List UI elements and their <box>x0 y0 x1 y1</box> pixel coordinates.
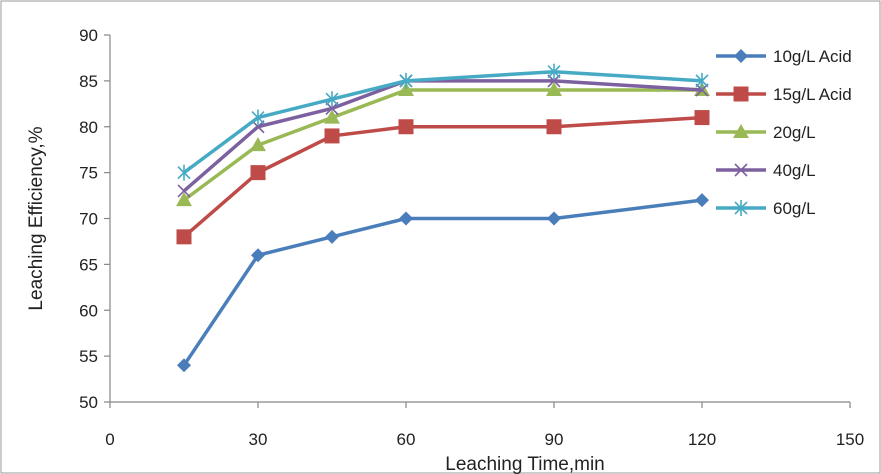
x-tick-label: 90 <box>545 430 564 449</box>
data-point <box>398 119 414 135</box>
marker-stroke <box>734 163 748 177</box>
marker-stroke <box>325 101 339 115</box>
series-line <box>182 69 703 175</box>
legend-label: 60g/L <box>773 199 816 218</box>
y-tick-label: 55 <box>79 347 98 366</box>
data-point <box>695 193 709 208</box>
data-point <box>250 137 266 152</box>
marker-stroke <box>695 83 709 97</box>
y-tick-label: 60 <box>79 301 98 320</box>
legend-label: 20g/L <box>773 123 816 142</box>
data-point <box>176 192 192 207</box>
x-tick-label: 0 <box>105 430 114 449</box>
x-tick-label: 150 <box>836 430 864 449</box>
y-tick-label: 75 <box>79 164 98 183</box>
data-point <box>324 109 340 124</box>
data-point <box>399 211 413 226</box>
legend: 10g/L Acid 15g/L Acid 20g/L 40g/L 60g/L <box>716 47 852 218</box>
data-point <box>177 358 191 373</box>
legend-label: 15g/L Acid <box>773 85 852 104</box>
series-4 <box>177 63 709 181</box>
legend-item: 40g/L <box>716 161 816 180</box>
data-point <box>399 72 413 89</box>
y-tick-label: 70 <box>79 210 98 229</box>
data-point <box>177 184 191 198</box>
legend-item: 15g/L Acid <box>716 85 852 104</box>
legend-label: 10g/L Acid <box>773 47 852 66</box>
series-line <box>182 79 703 193</box>
series-line <box>182 198 703 367</box>
series-layer <box>176 63 710 373</box>
data-point <box>251 248 265 263</box>
data-point <box>325 229 339 244</box>
y-tick-label: 80 <box>79 118 98 137</box>
data-point <box>547 74 561 88</box>
x-tick-label: 30 <box>249 430 268 449</box>
data-point <box>695 83 709 97</box>
data-point <box>547 211 561 226</box>
y-axis-title: Leaching Efficiency,% <box>26 126 47 310</box>
legend-item: 20g/L <box>716 123 816 142</box>
data-point <box>250 165 266 181</box>
series-line <box>182 88 702 202</box>
data-point <box>546 82 562 97</box>
legend-item: 60g/L <box>716 199 816 218</box>
x-tick-label: 120 <box>688 430 716 449</box>
x-axis-title: Leaching Time,min <box>445 454 604 474</box>
data-point <box>325 101 339 115</box>
legend-label: 40g/L <box>773 161 816 180</box>
series-3 <box>177 74 709 198</box>
y-tick-label: 85 <box>79 72 98 91</box>
data-point <box>251 120 265 134</box>
series-1 <box>176 110 710 245</box>
series-line <box>182 115 703 239</box>
marker-stroke <box>547 74 561 88</box>
legend-marker <box>733 86 749 102</box>
data-point <box>176 229 192 245</box>
legend-marker <box>734 163 748 177</box>
data-point <box>547 63 561 80</box>
y-tick-label: 90 <box>79 26 98 45</box>
data-point <box>695 72 709 89</box>
series-0 <box>177 193 709 373</box>
legend-marker <box>733 124 749 138</box>
data-point <box>546 119 562 135</box>
data-point <box>325 91 339 108</box>
data-point <box>324 128 340 144</box>
data-point <box>694 110 710 126</box>
axes: 50 55 60 65 70 75 80 85 90 0 30 60 90 120 150 <box>79 26 864 449</box>
y-tick-label: 65 <box>79 255 98 274</box>
y-tick-label: 50 <box>79 393 98 412</box>
legend-marker <box>734 49 748 63</box>
data-point <box>251 109 265 126</box>
legend-item: 10g/L Acid <box>716 47 852 66</box>
legend-marker <box>734 200 748 216</box>
marker-stroke <box>177 184 191 198</box>
data-point <box>398 82 414 97</box>
marker-stroke <box>251 120 265 134</box>
x-tick-label: 60 <box>397 430 416 449</box>
data-point <box>177 164 191 181</box>
